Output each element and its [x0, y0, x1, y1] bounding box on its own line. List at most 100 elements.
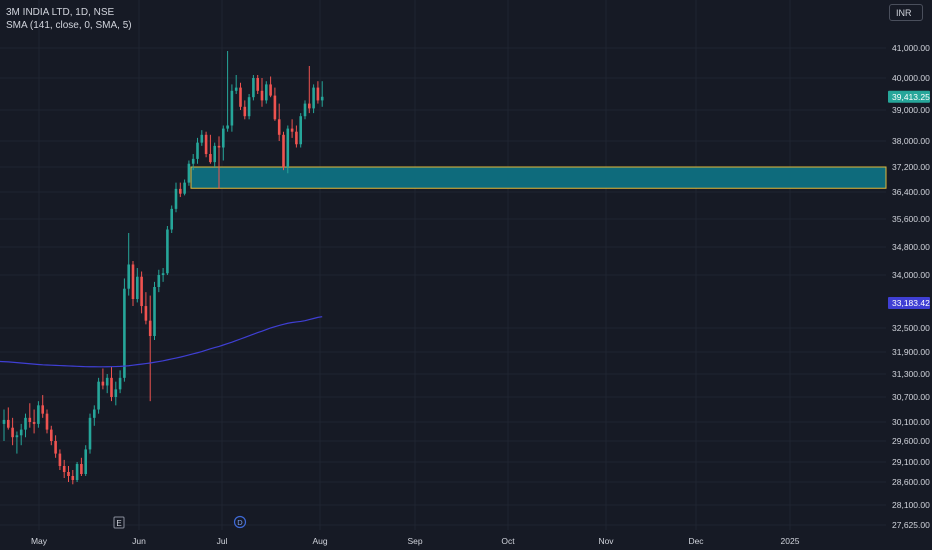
candle-body	[144, 306, 148, 321]
price-tick-label: 28,100.00	[892, 500, 930, 510]
time-tick-label: Sep	[407, 536, 422, 546]
zone-rect[interactable]	[190, 166, 887, 189]
candle-body	[67, 472, 70, 476]
candle-body	[170, 208, 173, 230]
candle-body	[316, 87, 320, 101]
candle-body	[127, 264, 130, 289]
candle-body	[7, 419, 10, 428]
candle-body	[28, 417, 32, 422]
candle-body	[24, 417, 27, 430]
price-tick-label: 35,600.00	[892, 214, 930, 224]
candle-body	[320, 96, 324, 101]
candle-body	[260, 90, 264, 101]
candle-body	[118, 377, 122, 390]
candle-body	[277, 119, 281, 135]
price-tick-label: 31,300.00	[892, 369, 930, 379]
candle-body	[123, 288, 126, 378]
candle-body	[286, 128, 290, 167]
sma-value-marker-label: 33,183.42	[892, 298, 930, 308]
candle-body	[200, 134, 204, 143]
time-tick-label: Oct	[501, 536, 515, 546]
price-tick-label: 32,500.00	[892, 323, 930, 333]
price-tick-label: 30,700.00	[892, 392, 930, 402]
time-axis[interactable]: May Jun Jul Aug Sep Oct Nov Dec 2025	[31, 536, 800, 546]
candle-body	[58, 453, 62, 466]
sma-line	[0, 316, 323, 368]
candle-body	[183, 182, 186, 194]
candle-body	[136, 276, 139, 300]
price-tick-label: 28,600.00	[892, 477, 930, 487]
currency-button[interactable]: INR	[889, 4, 923, 21]
price-tick-label: 40,000.00	[892, 73, 930, 83]
candlesticks	[2, 51, 324, 485]
price-tick-label: 29,100.00	[892, 457, 930, 467]
candle-body	[265, 84, 268, 101]
price-tick-label: 36,400.00	[892, 187, 930, 197]
candle-body	[157, 275, 161, 288]
candle-body	[131, 264, 135, 300]
candle-body	[15, 435, 19, 438]
candle-body	[93, 409, 96, 418]
candle-body	[234, 87, 238, 91]
price-tick-label: 34,000.00	[892, 270, 930, 280]
candle-body	[290, 128, 294, 132]
candle-body	[105, 377, 109, 386]
candle-body	[243, 106, 247, 117]
dividend-icon[interactable]	[233, 515, 247, 529]
time-tick-label: May	[31, 536, 48, 546]
candle-body	[303, 103, 307, 117]
demand-zone[interactable]	[190, 166, 887, 189]
chart-legend: 3M INDIA LTD, 1D, NSE SMA (141, close, 0…	[6, 6, 132, 32]
time-tick-label: Jun	[132, 536, 146, 546]
indicator-label[interactable]: SMA (141, close, 0, SMA, 5)	[6, 20, 132, 31]
candle-body	[282, 134, 285, 167]
sma-polyline	[0, 316, 323, 368]
candle-body	[161, 273, 165, 275]
candle-body	[312, 87, 315, 109]
candle-body	[295, 131, 298, 145]
candle-body	[179, 188, 182, 194]
candle-body	[299, 116, 302, 145]
earnings-icon[interactable]	[113, 516, 125, 529]
last-price-marker-label: 39,413.25	[892, 92, 930, 102]
price-tick-label: 29,600.00	[892, 436, 930, 446]
candle-body	[166, 229, 169, 274]
sma-value-marker-bg	[888, 297, 930, 309]
candle-body	[153, 287, 156, 336]
candle-body	[226, 125, 229, 129]
candle-body	[11, 427, 14, 438]
candle-body	[308, 103, 311, 109]
time-tick-label: 2025	[781, 536, 800, 546]
price-tick-label: 27,625.00	[892, 520, 930, 530]
candle-body	[140, 276, 143, 307]
candle-body	[110, 377, 113, 397]
candle-body	[75, 464, 79, 480]
candle-body	[217, 145, 221, 148]
price-tick-label: 30,100.00	[892, 417, 930, 427]
candle-body	[269, 84, 272, 96]
price-tick-label: 31,900.00	[892, 347, 930, 357]
candle-body	[80, 464, 83, 474]
candle-body	[71, 476, 75, 480]
last-price-marker-bg	[888, 90, 930, 103]
candle-body	[54, 441, 57, 454]
price-tick-label: 34,800.00	[892, 242, 930, 252]
time-tick-label: Dec	[688, 536, 704, 546]
candle-body	[114, 389, 118, 397]
candle-body	[252, 78, 255, 98]
symbol-title[interactable]: 3M INDIA LTD, 1D, NSE	[6, 7, 115, 18]
candle-body	[187, 163, 191, 183]
candle-body	[88, 417, 92, 450]
price-tick-label: 41,000.00	[892, 43, 930, 53]
price-axis[interactable]: 41,000.00 40,000.00 39,000.00 38,000.00 37,2…	[888, 43, 930, 530]
candle-body	[196, 142, 199, 159]
candle-body	[37, 405, 40, 424]
price-tick-label: 38,000.00	[892, 136, 930, 146]
price-tick-label: 39,000.00	[892, 105, 930, 115]
candle-body	[19, 429, 23, 436]
time-tick-label: Jul	[217, 536, 228, 546]
candle-body	[204, 134, 208, 154]
candle-body	[247, 97, 251, 117]
